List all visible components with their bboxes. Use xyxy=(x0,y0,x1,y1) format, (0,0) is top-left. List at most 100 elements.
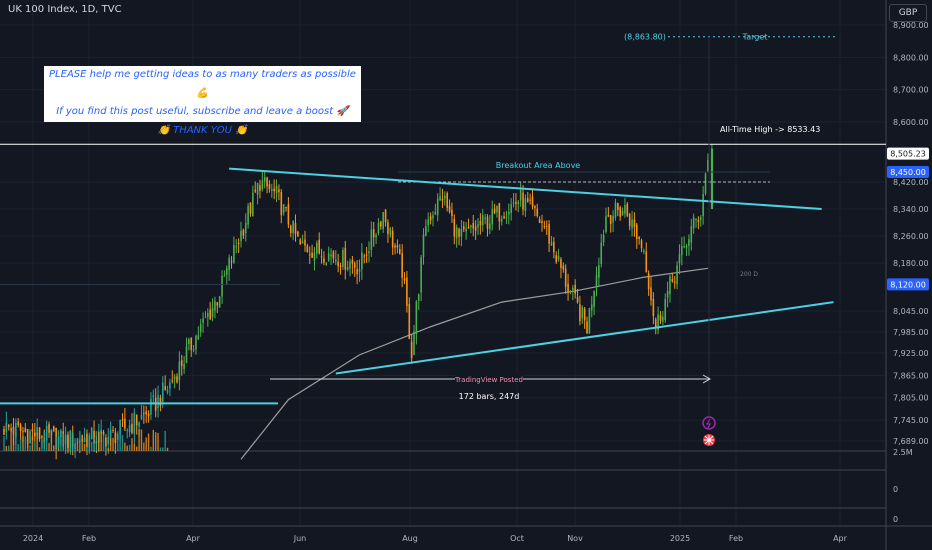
candle-body xyxy=(659,315,662,321)
candle xyxy=(83,427,86,443)
trendline-lower xyxy=(335,301,834,375)
candle-body xyxy=(451,209,453,217)
candle-body xyxy=(176,376,178,383)
candle xyxy=(29,428,31,444)
time-tick-label: Apr xyxy=(833,534,848,543)
candle-body xyxy=(197,334,200,340)
candle xyxy=(299,238,302,246)
time-tick-label: 2025 xyxy=(670,534,690,543)
candle-body xyxy=(76,438,79,442)
candle-body xyxy=(124,418,126,429)
candle-body xyxy=(22,431,24,433)
candle xyxy=(664,293,667,323)
price-badge xyxy=(887,166,929,178)
candle xyxy=(330,248,332,266)
candle xyxy=(541,214,543,232)
candle xyxy=(183,356,185,374)
candle-body xyxy=(83,437,86,443)
note-line-2: If you find this post useful, subscribe … xyxy=(56,106,349,117)
candle xyxy=(543,220,546,230)
candle xyxy=(676,261,678,290)
candle-body xyxy=(681,246,683,256)
candle xyxy=(491,200,494,231)
candle xyxy=(446,191,448,212)
candle xyxy=(628,212,631,231)
candle xyxy=(254,181,257,194)
currency-button[interactable]: GBP xyxy=(889,4,927,22)
candle-body xyxy=(588,307,591,334)
candle xyxy=(631,211,633,237)
candle xyxy=(396,239,399,254)
candle xyxy=(133,408,136,444)
candle-body xyxy=(536,208,539,217)
ath-label: All-Time High -> 8533.43 xyxy=(720,125,820,134)
candle xyxy=(342,247,344,271)
candle-body xyxy=(695,218,697,220)
candle-body xyxy=(398,248,401,254)
candle xyxy=(235,239,238,254)
candle-body xyxy=(470,225,472,228)
note-line-3: 👏 THANK YOU 👏 xyxy=(157,124,248,136)
candle-body xyxy=(301,241,304,244)
candle-body xyxy=(375,234,377,238)
volume-tick-label: 0 xyxy=(893,515,898,524)
candle-body xyxy=(60,430,62,438)
candle-body xyxy=(586,321,588,334)
candle-body xyxy=(417,294,420,301)
candle xyxy=(216,302,219,313)
candle xyxy=(147,410,150,423)
candle xyxy=(510,198,512,221)
candle xyxy=(595,266,598,297)
time-tick-label: Nov xyxy=(567,534,583,543)
candle xyxy=(581,305,584,324)
candle xyxy=(617,202,619,217)
candle-body xyxy=(285,207,287,209)
candle xyxy=(370,221,373,257)
candle-body xyxy=(323,258,325,263)
candle-body xyxy=(119,420,121,434)
range-label: 172 bars, 247d xyxy=(459,392,520,401)
candle-body xyxy=(24,428,27,432)
candle xyxy=(207,308,209,327)
candle-body xyxy=(159,397,162,406)
candle xyxy=(380,220,382,230)
candle-body xyxy=(105,437,107,447)
time-tick-label: Apr xyxy=(186,534,201,543)
candle xyxy=(553,237,555,259)
candle-body xyxy=(676,265,678,285)
candle xyxy=(339,262,342,275)
candle-body xyxy=(647,273,650,290)
candle-body xyxy=(458,228,460,237)
candle xyxy=(363,253,366,264)
candle xyxy=(621,207,624,216)
candle xyxy=(576,288,579,304)
candle xyxy=(353,261,356,277)
candle xyxy=(635,222,638,249)
candle xyxy=(562,262,565,273)
candle xyxy=(351,255,354,274)
candle xyxy=(557,248,560,262)
candle xyxy=(24,423,27,433)
candle-body xyxy=(534,206,536,209)
candle-body xyxy=(259,185,261,191)
candle-body xyxy=(31,429,34,432)
candle-body xyxy=(57,436,60,449)
candle-body xyxy=(493,208,496,214)
candle-body xyxy=(690,226,693,243)
candle xyxy=(292,220,294,241)
candle-body xyxy=(90,428,93,440)
candle xyxy=(472,214,475,237)
candle xyxy=(503,211,505,219)
candle xyxy=(361,243,363,280)
candle-body xyxy=(19,424,22,432)
price-tick-label: 7,689.00 xyxy=(893,437,929,446)
candle xyxy=(699,215,702,227)
candle xyxy=(602,229,605,247)
candle xyxy=(275,179,278,203)
candle xyxy=(413,324,415,356)
candle-body xyxy=(436,198,439,216)
price-tick-label: 7,805.00 xyxy=(893,394,929,403)
candle xyxy=(548,220,550,253)
candle xyxy=(683,236,685,249)
